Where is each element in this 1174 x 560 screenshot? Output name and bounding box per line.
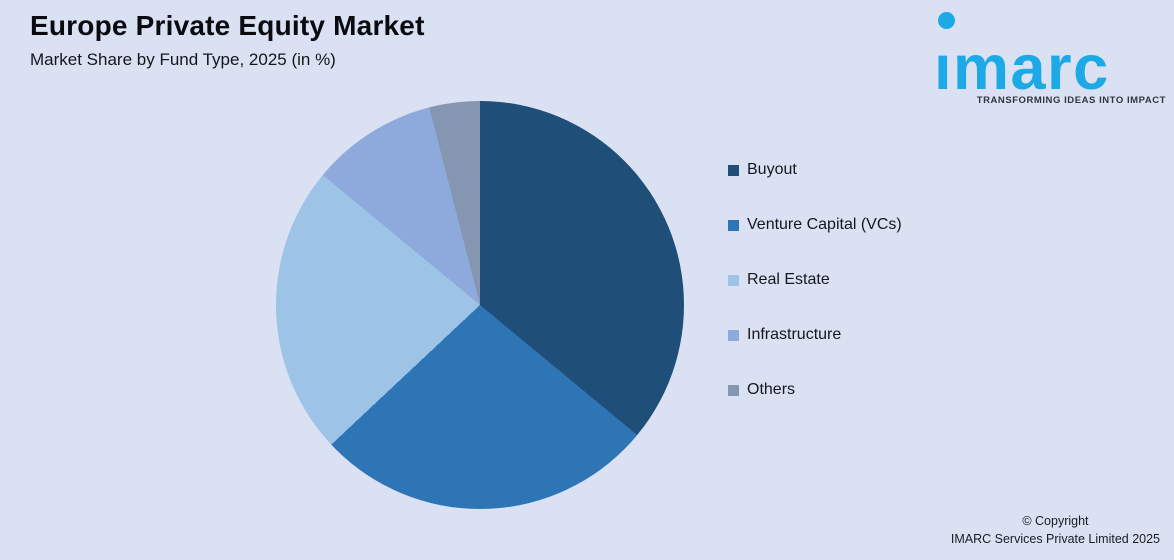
imarc-logo-tagline: TRANSFORMING IDEAS INTO IMPACT <box>976 95 1166 106</box>
legend-label-buyout: Buyout <box>747 161 797 178</box>
legend-swatch-venture-capital <box>728 219 739 231</box>
legend-label-real-estate: Real Estate <box>747 271 830 288</box>
imarc-logo-dot-icon <box>938 12 955 29</box>
page-title: Europe Private Equity Market <box>30 10 425 41</box>
copyright-notice: © Copyright IMARC Services Private Limit… <box>951 513 1160 548</box>
legend-label-infrastructure: Infrastructure <box>747 326 842 343</box>
legend-swatch-infrastructure <box>728 329 739 341</box>
legend-label-others: Others <box>747 381 796 398</box>
legend-item-buyout: Buyout <box>728 160 902 180</box>
legend-swatch-buyout <box>728 164 739 176</box>
copyright-line1: © Copyright <box>1022 514 1089 528</box>
legend-swatch-real-estate <box>728 274 739 286</box>
chart-legend: Buyout Venture Capital (VCs) Real Estate… <box>728 160 902 435</box>
copyright-line2: IMARC Services Private Limited 2025 <box>950 531 1160 546</box>
legend-item-real-estate: Real Estate <box>728 270 902 290</box>
pie-chart <box>276 101 684 509</box>
legend-item-venture-capital: Venture Capital (VCs) <box>728 215 902 235</box>
imarc-logo-wordmark: ımarc <box>934 33 1110 103</box>
legend-label-venture-capital: Venture Capital (VCs) <box>747 216 902 233</box>
imarc-logo: ımarc TRANSFORMING IDEAS INTO IMPACT <box>934 6 1166 106</box>
legend-item-others: Others <box>728 380 902 400</box>
legend-item-infrastructure: Infrastructure <box>728 325 902 345</box>
page-subtitle: Market Share by Fund Type, 2025 (in %) <box>30 50 336 69</box>
legend-swatch-others <box>728 384 739 396</box>
